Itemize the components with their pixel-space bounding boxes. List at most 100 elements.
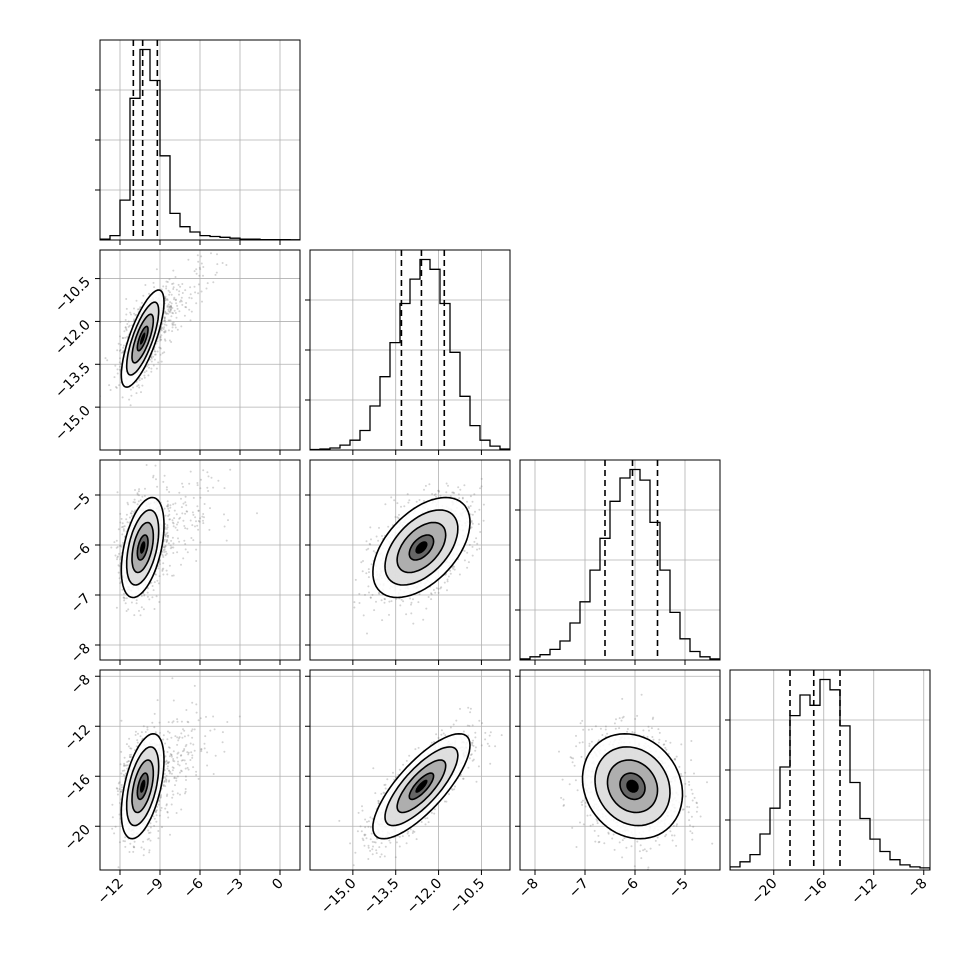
sample-point [430, 593, 433, 596]
sample-point [186, 510, 189, 513]
sample-point [167, 762, 169, 765]
sample-point [128, 398, 131, 401]
sample-point [184, 527, 187, 530]
sample-point [473, 493, 476, 496]
sample-point [361, 570, 364, 573]
sample-point [164, 534, 167, 537]
sample-point [166, 305, 169, 308]
sample-point [163, 551, 166, 553]
sample-point [129, 747, 132, 750]
sample-point [182, 502, 185, 505]
sample-point [120, 351, 123, 354]
sample-point [122, 351, 125, 354]
sample-point [396, 516, 399, 519]
sample-point [164, 329, 167, 332]
sample-point [178, 540, 181, 543]
sample-point [138, 488, 141, 491]
sample-point [167, 507, 170, 510]
sample-point [120, 772, 123, 775]
sample-point [170, 306, 173, 308]
sample-point [160, 334, 163, 337]
sample-point [166, 526, 169, 529]
sample-point [435, 587, 438, 590]
sample-point [150, 360, 153, 363]
sample-point [153, 712, 156, 715]
sample-point [180, 300, 183, 303]
sample-point [176, 328, 179, 331]
sample-point [125, 764, 128, 767]
sample-point [482, 519, 485, 522]
sample-point [438, 490, 441, 493]
sample-point [131, 515, 133, 517]
sample-point [191, 524, 194, 527]
histogram-line [520, 468, 720, 660]
sample-point [165, 779, 168, 782]
sample-point [163, 326, 165, 329]
sample-point [364, 593, 366, 596]
sample-point [120, 784, 123, 786]
sample-point [124, 326, 127, 329]
sample-point [223, 525, 226, 528]
sample-point [178, 290, 181, 293]
sample-point [427, 596, 430, 598]
sample-point [166, 751, 169, 753]
sample-point [136, 308, 139, 311]
sample-point [127, 320, 130, 323]
sample-point [174, 312, 177, 314]
sample-point [168, 746, 171, 749]
sample-point [169, 308, 172, 311]
sample-point [138, 308, 141, 311]
sample-point [128, 754, 131, 756]
sample-point [437, 489, 440, 492]
sample-point [423, 500, 425, 502]
sample-point [525, 513, 527, 515]
sample-point [128, 851, 131, 853]
sample-point [470, 519, 473, 522]
sample-point [197, 509, 200, 512]
sample-point [384, 598, 386, 601]
sample-point [368, 571, 370, 574]
sample-point [115, 386, 117, 388]
sample-point [478, 547, 481, 550]
sample-point [133, 614, 136, 617]
sample-point [164, 297, 167, 300]
sample-point [124, 602, 127, 605]
sample-point [169, 307, 172, 310]
sample-point [155, 268, 158, 271]
sample-point [174, 276, 177, 278]
sample-point [148, 837, 150, 840]
sample-point [137, 732, 139, 735]
sample-point [179, 771, 181, 774]
sample-point [159, 336, 162, 339]
sample-point [476, 542, 479, 545]
sample-point [146, 726, 149, 729]
sample-point [153, 353, 156, 356]
sample-point [162, 573, 165, 576]
sample-point [137, 490, 140, 493]
sample-point [197, 283, 200, 286]
sample-point [139, 306, 142, 309]
sample-point [109, 389, 112, 391]
sample-point [164, 311, 167, 314]
sample-point [117, 571, 120, 574]
sample-point [143, 374, 146, 377]
sample-point [178, 737, 180, 740]
sample-point [197, 528, 200, 531]
sample-point [149, 358, 151, 361]
sample-point [166, 534, 169, 537]
sample-point [170, 546, 173, 549]
sample-point [373, 609, 376, 612]
sample-point [176, 551, 179, 554]
sample-point [424, 484, 427, 487]
sample-point [196, 482, 199, 484]
sample-point [122, 840, 125, 842]
sample-point [474, 510, 476, 513]
sample-point [185, 762, 187, 765]
sample-point [469, 513, 472, 516]
sample-point [125, 307, 128, 310]
sample-point [134, 489, 136, 491]
sample-point [143, 494, 146, 497]
sample-point [135, 392, 138, 395]
sample-point [124, 774, 127, 777]
sample-point [163, 548, 166, 551]
